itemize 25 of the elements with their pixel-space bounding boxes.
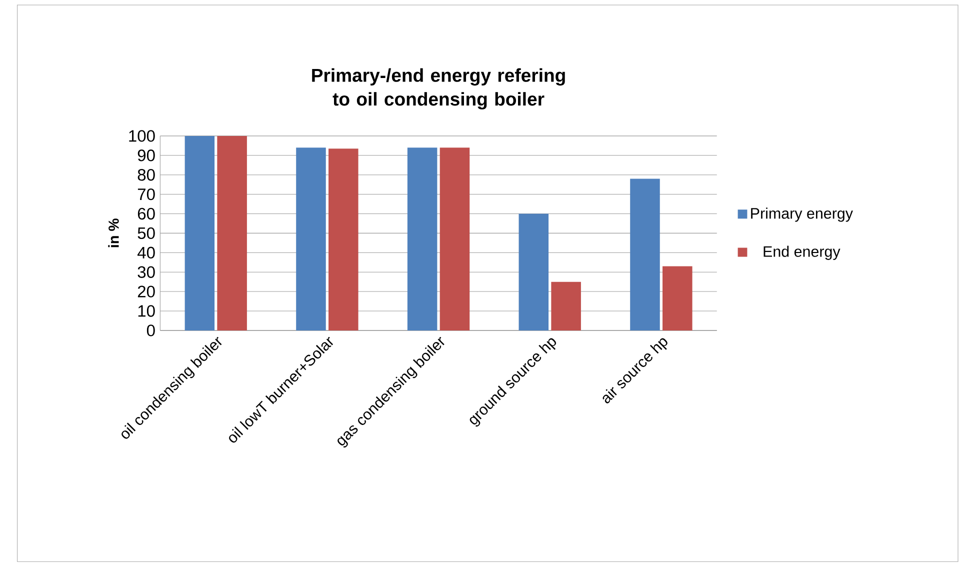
bar <box>407 148 438 331</box>
y-tick-label: 50 <box>138 228 155 240</box>
bar <box>551 282 581 331</box>
legend-label: End energy <box>764 246 840 260</box>
y-tick-label: 60 <box>138 208 155 220</box>
bar <box>184 136 215 331</box>
y-tick-label: 100 <box>129 130 155 142</box>
legend-label: Primary energy <box>751 208 853 222</box>
y-axis-title: in % <box>108 218 119 248</box>
y-tick-label: 30 <box>138 266 155 278</box>
bar <box>630 178 660 331</box>
bar <box>440 148 470 331</box>
bar <box>328 148 358 331</box>
bar <box>518 214 549 331</box>
y-tick-label: 80 <box>138 169 155 181</box>
bar <box>662 266 692 331</box>
chart-title: Primary-/end energy refering to oil condensing boiler <box>312 68 565 110</box>
y-tick-label: 10 <box>138 305 155 318</box>
y-tick-label: 70 <box>138 188 155 200</box>
y-tick-label: 40 <box>137 246 155 259</box>
bar <box>296 148 326 331</box>
y-tick-label: 90 <box>138 150 155 162</box>
bar <box>217 136 247 331</box>
y-tick-label: 20 <box>138 286 155 298</box>
y-tick-label: 0 <box>146 324 155 336</box>
